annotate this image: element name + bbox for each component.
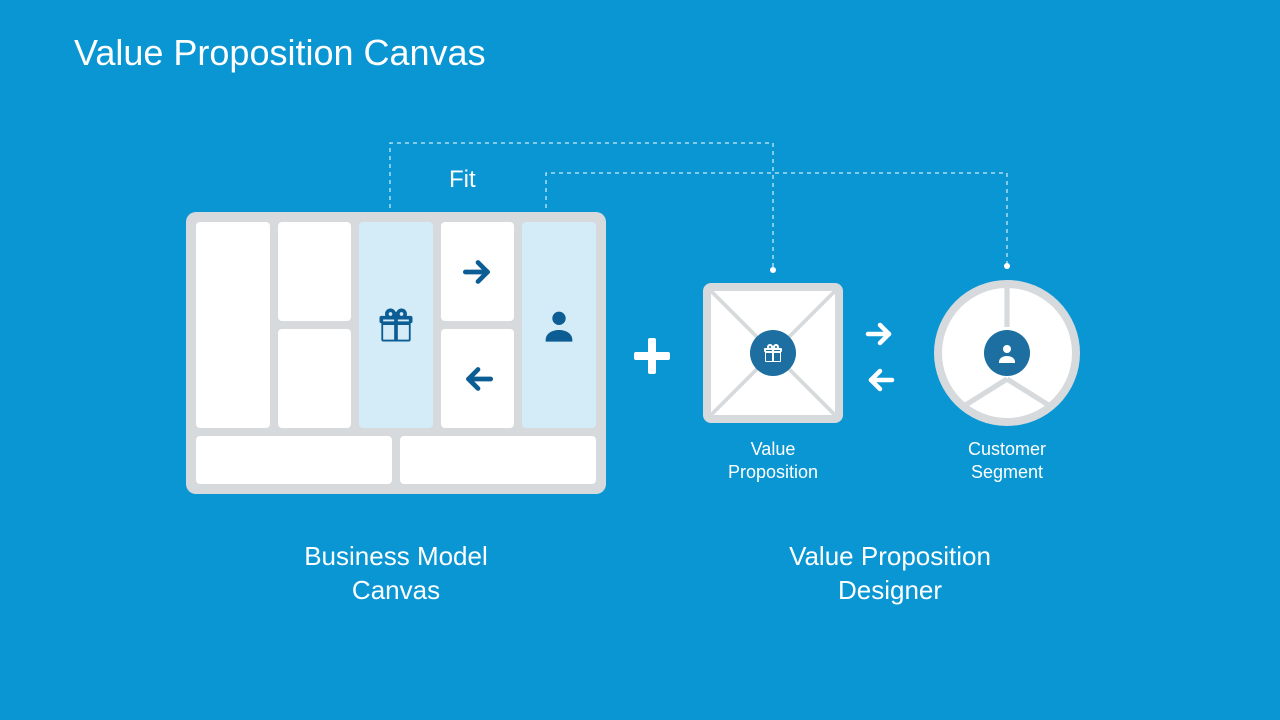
bmc-top-row: [196, 222, 596, 428]
value-proposition-block: [703, 283, 843, 423]
bmc-col-4: [441, 222, 515, 428]
person-icon: [995, 341, 1019, 365]
bmc-col-1: [196, 222, 270, 428]
arrow-right-icon: [862, 316, 898, 352]
bmc-cell: [196, 436, 392, 484]
arrow-right-icon: [459, 253, 497, 291]
bmc-col-3: [359, 222, 433, 428]
vp-center-circle: [750, 330, 796, 376]
cs-center-circle: [984, 330, 1030, 376]
vpd-label: Value Proposition Designer: [700, 540, 1080, 608]
bmc-bottom-row: [196, 436, 596, 484]
bmc-label: Business Model Canvas: [186, 540, 606, 608]
bmc-col-5: [522, 222, 596, 428]
bmc-value-proposition-cell: [359, 222, 433, 428]
bmc-cell: [278, 222, 352, 321]
fit-label: Fit: [449, 166, 476, 194]
bmc-cell: [400, 436, 596, 484]
gift-icon: [761, 341, 785, 365]
gift-icon: [374, 303, 418, 347]
business-model-canvas: [186, 212, 606, 494]
bmc-cell: [278, 329, 352, 428]
bmc-channels-cell: [441, 222, 515, 321]
slide-title: Value Proposition Canvas: [74, 32, 486, 74]
bmc-customer-segment-cell: [522, 222, 596, 428]
bmc-cell: [196, 222, 270, 428]
arrow-left-icon: [459, 360, 497, 398]
arrows-between: [862, 316, 898, 398]
bmc-col-2: [278, 222, 352, 428]
cs-sublabel: Customer Segment: [934, 438, 1080, 485]
person-icon: [539, 305, 579, 345]
bmc-relationships-cell: [441, 329, 515, 428]
slide: Value Proposition Canvas Fit: [0, 0, 1280, 720]
vp-inner: [711, 291, 835, 415]
customer-segment-block: [934, 280, 1080, 426]
vp-sublabel: Value Proposition: [703, 438, 843, 485]
arrow-left-icon: [862, 362, 898, 398]
plus-icon: [628, 332, 676, 380]
cs-inner: [942, 288, 1072, 418]
